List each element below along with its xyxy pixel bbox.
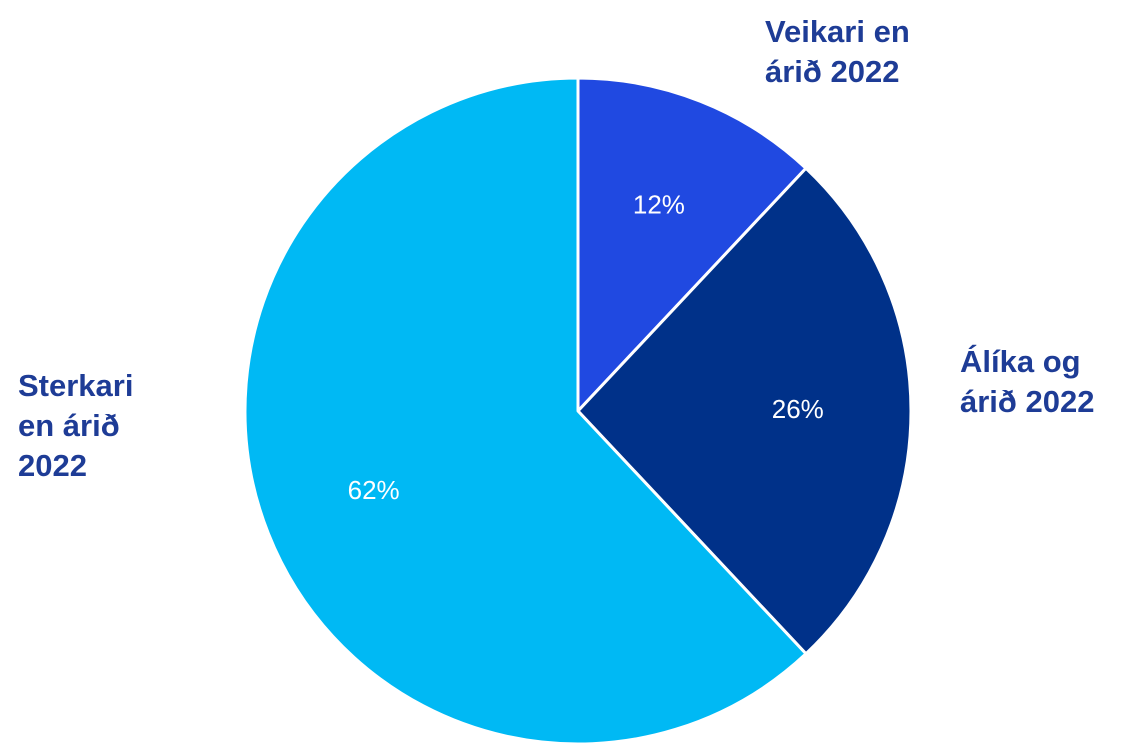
category-label: Veikari en árið 2022 (765, 14, 910, 89)
category-label: Sterkari en árið 2022 (18, 368, 134, 483)
value-label: 26% (772, 394, 824, 424)
category-label: Álíka og árið 2022 (960, 344, 1095, 419)
pie-slice (576, 76, 808, 413)
pie-slice (576, 166, 913, 656)
value-label: 12% (633, 190, 685, 220)
pie-slice (243, 76, 808, 744)
value-label: 62% (348, 475, 400, 505)
